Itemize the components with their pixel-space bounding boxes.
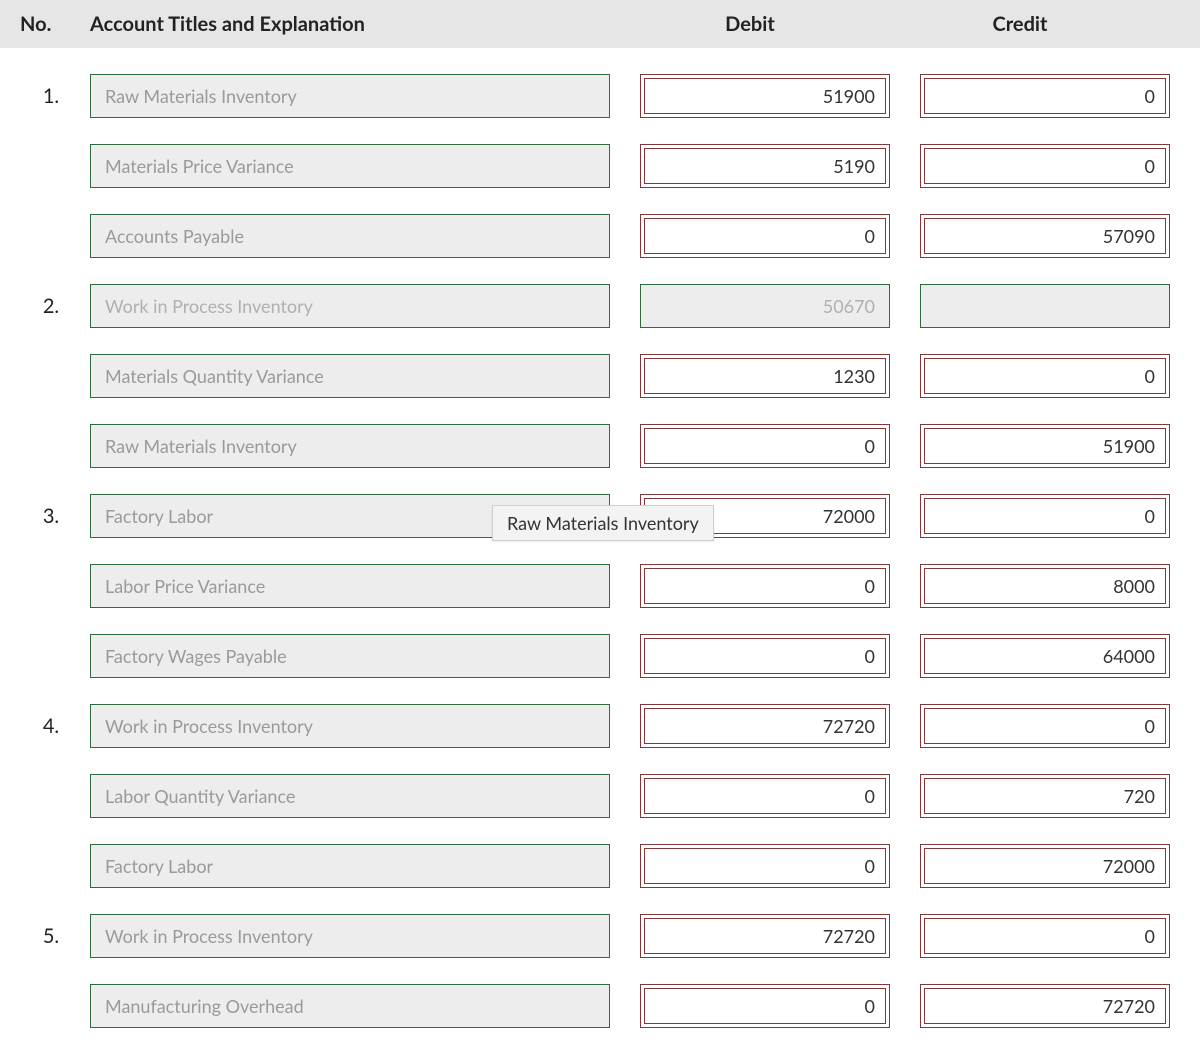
header-debit: Debit: [620, 12, 900, 36]
debit-input[interactable]: 51900: [640, 74, 890, 118]
table-row: Factory Wages Payable 0 64000: [20, 634, 1180, 678]
account-title-input[interactable]: Manufacturing Overhead: [90, 984, 610, 1028]
credit-input[interactable]: 0: [920, 354, 1170, 398]
table-row: Raw Materials Inventory 0 51900: [20, 424, 1180, 468]
row-number: 4.: [20, 714, 90, 738]
tooltip: Raw Materials Inventory: [492, 505, 714, 541]
debit-input[interactable]: 72720: [640, 704, 890, 748]
row-number: 1.: [20, 84, 90, 108]
credit-input[interactable]: 64000: [920, 634, 1170, 678]
credit-input[interactable]: 8000: [920, 564, 1170, 608]
header-no: No.: [20, 12, 90, 36]
account-title-input[interactable]: Factory Wages Payable: [90, 634, 610, 678]
debit-input[interactable]: 0: [640, 844, 890, 888]
credit-input[interactable]: 72000: [920, 844, 1170, 888]
debit-input[interactable]: 0: [640, 774, 890, 818]
debit-input[interactable]: 0: [640, 564, 890, 608]
account-title-input[interactable]: Labor Price Variance: [90, 564, 610, 608]
table-row: 2.Work in Process Inventory 50670: [20, 284, 1180, 328]
debit-input[interactable]: 0: [640, 984, 890, 1028]
debit-input[interactable]: 5190: [640, 144, 890, 188]
debit-input[interactable]: 0: [640, 214, 890, 258]
credit-input: [920, 284, 1170, 328]
row-number: 3.: [20, 504, 90, 528]
account-title-input[interactable]: Materials Price Variance: [90, 144, 610, 188]
table-header: No. Account Titles and Explanation Debit…: [0, 0, 1200, 48]
debit-input[interactable]: 72720: [640, 914, 890, 958]
account-title-input[interactable]: Factory Labor: [90, 844, 610, 888]
table-row: 5.Work in Process Inventory 72720 0: [20, 914, 1180, 958]
header-account: Account Titles and Explanation: [90, 12, 620, 36]
tooltip-text: Raw Materials Inventory: [507, 512, 699, 534]
credit-input[interactable]: 0: [920, 914, 1170, 958]
credit-input[interactable]: 0: [920, 74, 1170, 118]
account-title-input[interactable]: Raw Materials Inventory: [90, 74, 610, 118]
table-row: 4.Work in Process Inventory 72720 0: [20, 704, 1180, 748]
row-number: 2.: [20, 294, 90, 318]
account-title-input: Work in Process Inventory: [90, 284, 610, 328]
credit-input[interactable]: 51900: [920, 424, 1170, 468]
table-row: Manufacturing Overhead 0 72720: [20, 984, 1180, 1028]
account-title-input[interactable]: Accounts Payable: [90, 214, 610, 258]
credit-input[interactable]: 720: [920, 774, 1170, 818]
account-title-input[interactable]: Work in Process Inventory: [90, 914, 610, 958]
row-number: 5.: [20, 924, 90, 948]
account-title-input[interactable]: Labor Quantity Variance: [90, 774, 610, 818]
credit-input[interactable]: 0: [920, 704, 1170, 748]
credit-input[interactable]: 57090: [920, 214, 1170, 258]
table-row: Labor Quantity Variance 0 720: [20, 774, 1180, 818]
table-row: Labor Price Variance 0 8000: [20, 564, 1180, 608]
account-title-input[interactable]: Materials Quantity Variance: [90, 354, 610, 398]
credit-input[interactable]: 0: [920, 144, 1170, 188]
debit-input[interactable]: 0: [640, 634, 890, 678]
journal-entries: 1.Raw Materials Inventory519000Materials…: [0, 74, 1200, 1048]
credit-input[interactable]: 72720: [920, 984, 1170, 1028]
table-row: Materials Quantity Variance 1230 0: [20, 354, 1180, 398]
table-row: 1.Raw Materials Inventory 51900 0: [20, 74, 1180, 118]
table-row: Materials Price Variance 5190 0: [20, 144, 1180, 188]
debit-input[interactable]: 1230: [640, 354, 890, 398]
debit-input[interactable]: 0: [640, 424, 890, 468]
table-row: Accounts Payable 0 57090: [20, 214, 1180, 258]
debit-input: 50670: [640, 284, 890, 328]
account-title-input[interactable]: Work in Process Inventory: [90, 704, 610, 748]
table-row: Factory Labor 0 72000: [20, 844, 1180, 888]
account-title-input[interactable]: Raw Materials Inventory: [90, 424, 610, 468]
credit-input[interactable]: 0: [920, 494, 1170, 538]
header-credit: Credit: [900, 12, 1180, 36]
